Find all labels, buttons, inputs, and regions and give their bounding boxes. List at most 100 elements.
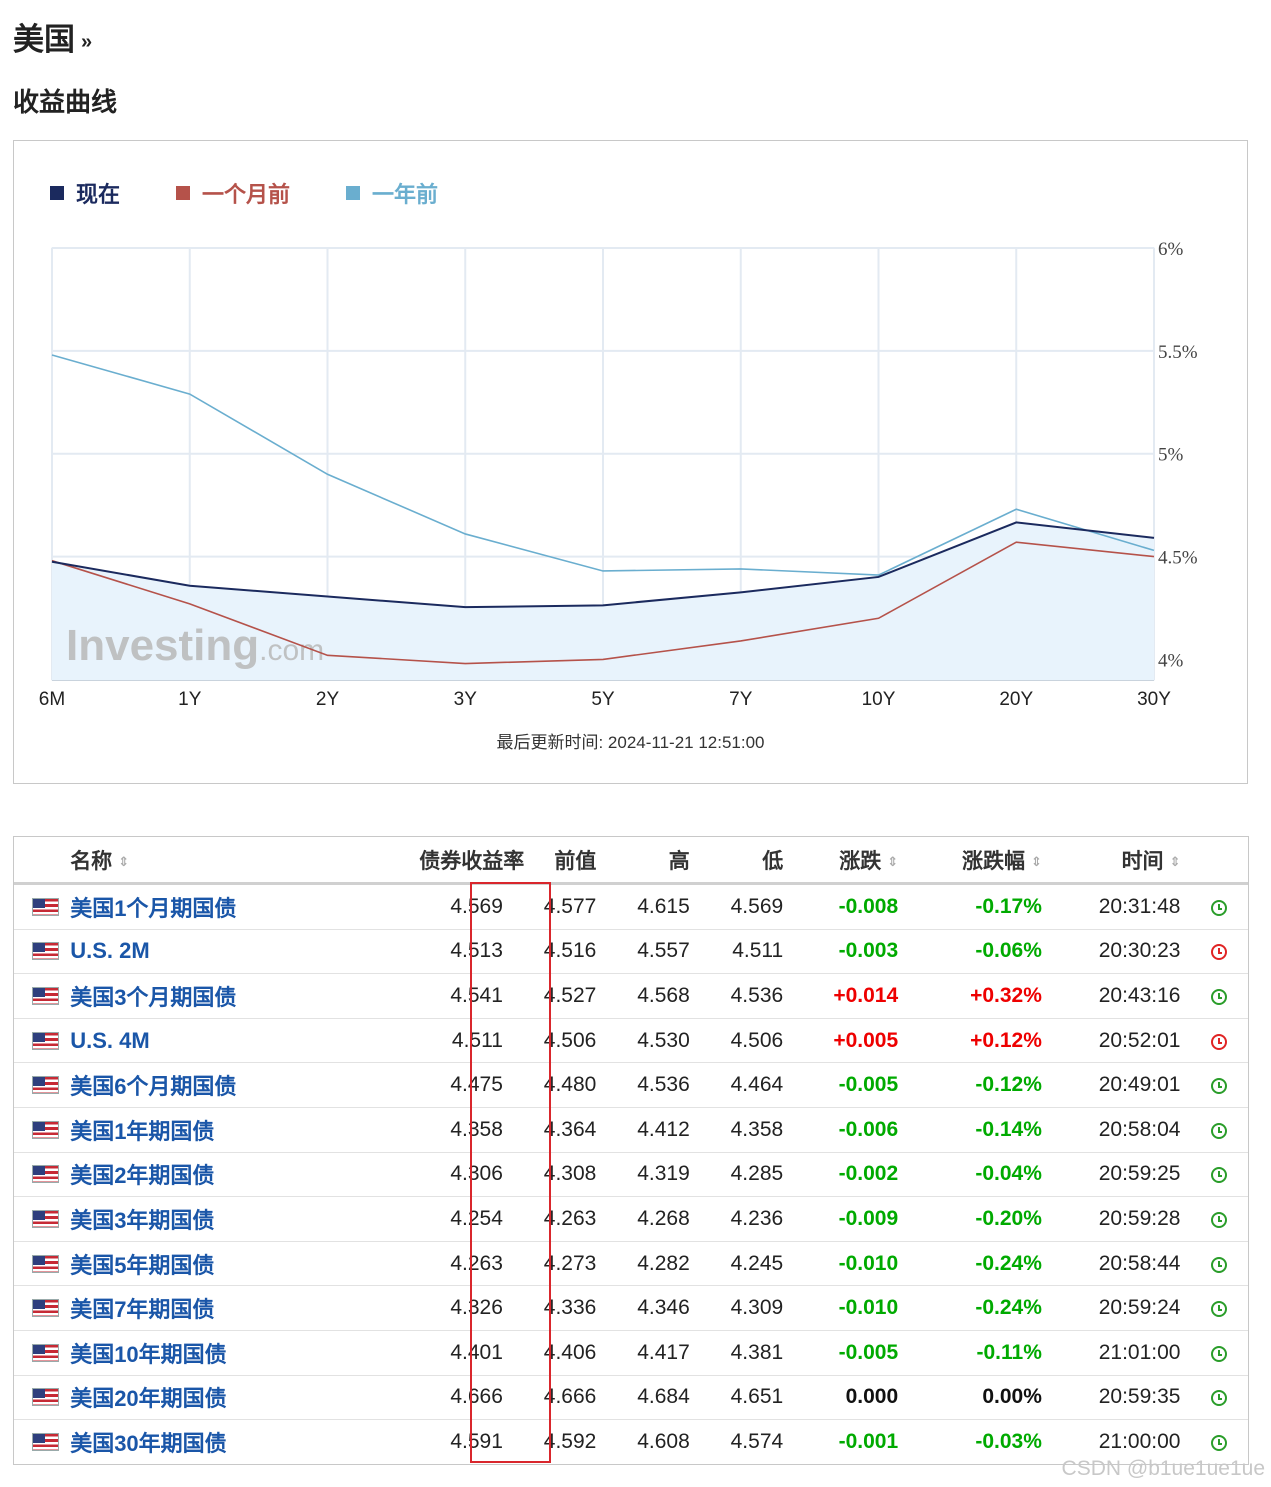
time-cell: 20:49:01 [1051,1062,1191,1108]
header-yield: 债券收益率 [409,837,524,885]
chg-pct-cell: -0.20% [908,1196,1052,1242]
chg-cell: -0.006 [793,1107,909,1153]
low-cell: 4.511 [699,929,794,975]
chg-cell: -0.005 [793,1062,909,1108]
bond-name-link[interactable]: 美国6个月期国债 [60,1062,410,1108]
yield-cell: 4.401 [409,1330,513,1376]
chg-pct-cell: -0.12% [908,1062,1052,1108]
chart-legend: 现在 一个月前 一年前 [50,177,494,209]
yield-cell: 4.541 [409,973,513,1019]
header-chg-pct[interactable]: 涨跌幅 ⇕ [908,837,1052,885]
legend-label: 现在 [76,182,121,207]
clock-icon [1190,1196,1248,1242]
x-tick-label: 5Y [591,689,615,710]
us-flag-icon [14,1018,61,1064]
us-flag-icon [14,1062,61,1108]
bond-name-link[interactable]: 美国20年期国债 [60,1375,410,1421]
chg-pct-cell: -0.14% [908,1107,1052,1153]
header-time[interactable]: 时间 ⇕ [1051,837,1191,885]
chg-cell: -0.003 [793,929,909,975]
us-flag-icon [14,1107,61,1153]
us-flag-icon [14,1196,61,1242]
sort-icon: ⇕ [1169,853,1181,869]
legend-item[interactable]: 现在 [50,177,120,209]
chg-cell: -0.002 [793,1152,909,1198]
table-row: 美国10年期国债 4.401 4.406 4.417 4.381 -0.005 -0.11%… [14,1330,1248,1376]
sort-icon: ⇕ [118,853,130,869]
low-cell: 4.574 [730,1429,784,1453]
low-cell: 4.381 [699,1330,794,1376]
clock-icon [1190,1375,1248,1421]
x-tick-label: 10Y [862,689,896,710]
us-flag-icon [14,1375,61,1421]
us-flag-icon [14,1241,61,1287]
bond-name-link[interactable]: 美国3个月期国债 [60,973,410,1019]
y-tick-label: 5% [1158,445,1184,466]
watermark: CSDN @b1ue1ue1ue [1061,1457,1265,1480]
high-cell: 4.412 [606,1107,700,1153]
country-title[interactable]: 美国 » [13,14,92,59]
sort-icon: ⇕ [1030,853,1042,869]
table-row: 美国2年期国债 4.306 4.308 4.319 4.285 -0.002 -0.04% 2… [14,1152,1248,1198]
us-flag-icon [14,883,61,930]
bond-name-link[interactable]: 美国10年期国债 [60,1330,410,1376]
table-row: 美国3年期国债 4.254 4.263 4.268 4.236 -0.009 -0.20% 2… [14,1196,1248,1242]
time-cell: 20:59:24 [1051,1285,1191,1331]
bond-name-link[interactable]: U.S. 4M [60,1018,410,1064]
header-name[interactable]: 名称 ⇕ [60,837,410,885]
bond-name-link[interactable]: U.S. 2M [60,929,410,975]
time-cell: 20:30:23 [1051,929,1191,975]
chg-pct-cell: +0.12% [908,1018,1052,1064]
yield-curve-chart: 现在 一个月前 一年前 6% 5.5% 5% 4.5% 4% 6M 1Y 2Y 3Y 5Y 7Y 10Y 2… [13,140,1248,784]
yield-cell: 4.591 [450,1429,503,1453]
chg-pct-cell: -0.06% [908,929,1052,975]
yield-cell: 4.326 [409,1285,513,1331]
low-cell: 4.536 [699,973,794,1019]
high-cell: 4.282 [606,1241,700,1287]
us-flag-icon [14,1330,61,1376]
chg-cell: -0.008 [793,883,909,930]
table-row: 美国3个月期国债 4.541 4.527 4.568 4.536 +0.014 +0.32%… [14,973,1248,1019]
chg-pct-cell: -0.17% [908,883,1052,930]
low-cell: 4.569 [699,883,794,930]
bond-name-link[interactable]: 美国7年期国债 [60,1285,410,1331]
prev-cell: 4.364 [512,1107,607,1153]
x-tick-label: 2Y [316,689,340,710]
series-line-0 [51,521,1155,609]
bond-name-link[interactable]: 美国1个月期国债 [60,883,410,930]
time-cell: 21:01:00 [1051,1330,1191,1376]
prev-cell: 4.666 [512,1375,607,1421]
clock-icon [1190,973,1248,1019]
chg-cell: -0.009 [793,1196,909,1242]
prev-cell: 4.406 [512,1330,607,1376]
bond-name-link[interactable]: 美国2年期国债 [60,1152,410,1198]
high-cell: 4.684 [606,1375,700,1421]
yield-cell: 4.306 [409,1152,513,1198]
legend-item[interactable]: 一个月前 [176,177,290,209]
time-cell: 20:52:01 [1051,1018,1191,1064]
clock-icon [1190,1420,1248,1464]
legend-item[interactable]: 一年前 [346,177,438,209]
bond-name-link[interactable]: 美国30年期国债 [70,1430,227,1456]
header-high: 高 [606,837,700,885]
clock-icon [1190,1285,1248,1331]
time-cell: 20:31:48 [1051,883,1191,930]
table-row: 美国5年期国债 4.263 4.273 4.282 4.245 -0.010 -0.24% 2… [14,1241,1248,1287]
low-cell: 4.506 [699,1018,794,1064]
low-cell: 4.245 [699,1241,794,1287]
clock-icon [1190,1018,1248,1064]
x-tick-label: 7Y [729,689,753,710]
header-chg[interactable]: 涨跌 ⇕ [793,837,909,885]
chg-cell: -0.005 [793,1330,909,1376]
clock-icon [1190,1330,1248,1376]
yield-cell: 4.475 [409,1062,513,1108]
prev-cell: 4.577 [512,883,607,930]
clock-icon [1190,1107,1248,1153]
bond-name-link[interactable]: 美国5年期国债 [60,1241,410,1287]
bond-name-link[interactable]: 美国1年期国债 [60,1107,410,1153]
y-tick-label: 6% [1158,239,1184,260]
table-row: U.S. 4M 4.511 4.506 4.530 4.506 +0.005 +0.12% 2… [14,1018,1248,1064]
x-tick-label: 20Y [999,689,1033,710]
bond-name-link[interactable]: 美国3年期国债 [60,1196,410,1242]
chg-pct-cell: -0.24% [908,1241,1052,1287]
